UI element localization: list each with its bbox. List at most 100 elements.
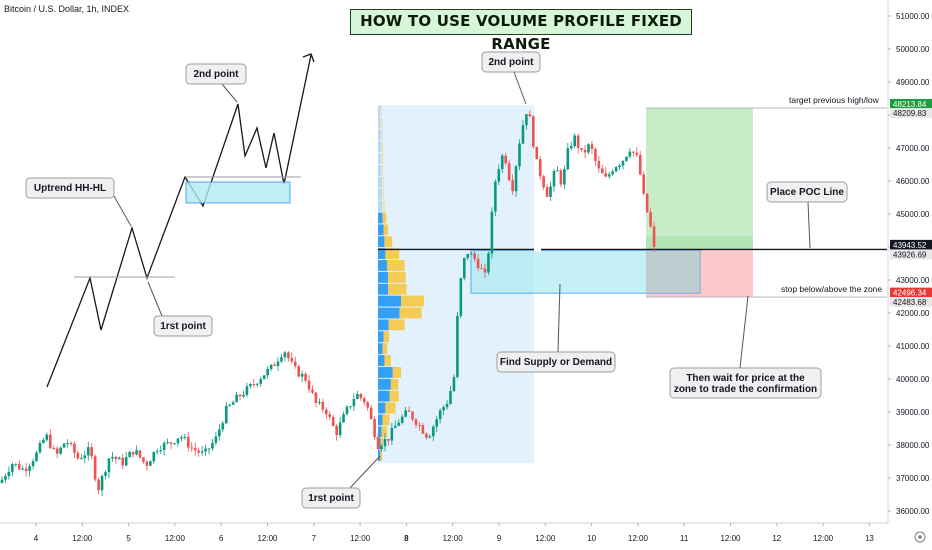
candle-body <box>283 352 287 358</box>
vp-row-up <box>378 414 383 426</box>
candle-body <box>242 394 245 397</box>
callout-2nd-point-top[interactable]: 2nd point <box>481 51 541 105</box>
price-tick-label: 42000.00 <box>896 309 930 318</box>
callout-1st-point-left-pointer <box>147 281 163 317</box>
candle-body <box>390 427 394 441</box>
vp-row-down <box>385 402 396 414</box>
candle-body <box>425 433 428 438</box>
candle-body <box>383 438 387 447</box>
candle-body <box>325 409 328 415</box>
candle-body <box>563 169 566 185</box>
callout-place-poc[interactable]: Place POC Line <box>766 181 848 249</box>
price-tick-label: 49000.00 <box>896 78 930 87</box>
callout-2nd-point-top-text: 2nd point <box>489 57 535 68</box>
candle-body <box>128 451 131 458</box>
time-tick-label: 12:00 <box>628 534 649 543</box>
candle-body <box>86 447 90 456</box>
volume-profile <box>378 105 424 461</box>
candle-body <box>345 406 349 415</box>
vp-row-down <box>388 283 407 295</box>
vp-row-down <box>388 271 406 283</box>
vp-row-up <box>378 378 391 390</box>
callout-1st-point-bottom[interactable]: 1rst point <box>301 455 381 509</box>
callout-place-poc-pointer <box>807 201 811 249</box>
time-tick-label: 7 <box>312 534 317 543</box>
callout-uptrend-box <box>25 177 115 199</box>
vp-row-down <box>380 450 383 461</box>
candle-body <box>338 422 342 436</box>
candle-body <box>476 258 480 269</box>
callout-1st-point-left[interactable]: 1rst point <box>147 281 213 337</box>
price-tick-label: 46000.00 <box>896 177 930 186</box>
candle-body <box>252 384 256 386</box>
candle-body <box>31 461 35 467</box>
candle-body <box>42 439 45 443</box>
callout-find-zone[interactable]: Find Supply or Demand <box>496 283 616 373</box>
candle-body <box>359 393 363 399</box>
settings-gear-icon[interactable] <box>914 531 926 543</box>
target-text: target previous high/low <box>789 95 880 105</box>
candle-body <box>549 186 552 197</box>
target-box <box>646 108 753 250</box>
time-tick-label: 12:00 <box>165 534 186 543</box>
time-axis: 4 12:00 5 12:00 6 12:00 7 12:00 8 12:00 9 12:00 10 12… <box>0 522 926 543</box>
price-tag-label: 43943.52 <box>893 241 927 250</box>
candle-body <box>538 159 542 177</box>
price-tag <box>890 297 932 308</box>
candle-body <box>0 479 4 483</box>
time-tick-label: 11 <box>680 534 689 543</box>
arrow-head-icon <box>302 53 315 63</box>
candle-body <box>480 268 483 270</box>
vp-row-up <box>378 260 388 271</box>
candle-body <box>511 180 514 192</box>
candle-body <box>142 457 145 462</box>
callout-2nd-point-left-text: 2nd point <box>194 69 240 80</box>
candle-body <box>100 475 104 491</box>
candle-body <box>162 442 166 451</box>
candle-body <box>518 143 521 167</box>
poc-gap <box>534 247 541 252</box>
vp-row-up <box>378 307 400 319</box>
candle-body <box>369 407 373 420</box>
candle-body <box>618 165 621 168</box>
candle-body <box>431 426 435 437</box>
candle-body <box>362 398 366 403</box>
candle-body <box>394 425 397 428</box>
price-tag-label: 42483.68 <box>893 298 927 307</box>
sketch-zone <box>185 181 291 204</box>
candle-body <box>414 419 418 426</box>
candle-body <box>342 414 345 423</box>
candle-body <box>590 144 594 149</box>
candle-body <box>449 390 452 404</box>
candle-body <box>507 163 511 181</box>
callout-wait-pointer <box>739 295 749 369</box>
price-tick-label: 51000.00 <box>896 12 930 21</box>
vp-row-up <box>378 236 385 248</box>
candle-body <box>73 443 76 453</box>
vp-row-up <box>378 165 382 176</box>
callout-2nd-point-left[interactable]: 2nd point <box>185 63 247 103</box>
vp-row-up <box>378 188 382 200</box>
candle-body <box>214 436 218 443</box>
candle-body <box>21 468 24 470</box>
candle-body <box>621 160 625 166</box>
settings-gear-center <box>918 535 922 539</box>
candle-body <box>159 450 162 452</box>
price-tick-label: 47000.00 <box>896 144 930 153</box>
vp-row-up <box>378 224 384 236</box>
candle-body <box>197 450 200 453</box>
candle-body <box>597 160 601 169</box>
candle-body <box>473 253 476 259</box>
vp-row-down <box>383 331 390 343</box>
candle-body <box>235 394 238 403</box>
candle-body <box>311 389 314 393</box>
callout-wait-text: zone to trade the confirmation <box>674 384 817 395</box>
candle-body <box>169 442 173 444</box>
uptrend-path <box>46 54 312 388</box>
candle-body <box>59 447 62 454</box>
candle-body <box>62 443 66 448</box>
time-tick-label: 12:00 <box>257 534 278 543</box>
callout-uptrend[interactable]: Uptrend HH-HL <box>25 177 132 227</box>
